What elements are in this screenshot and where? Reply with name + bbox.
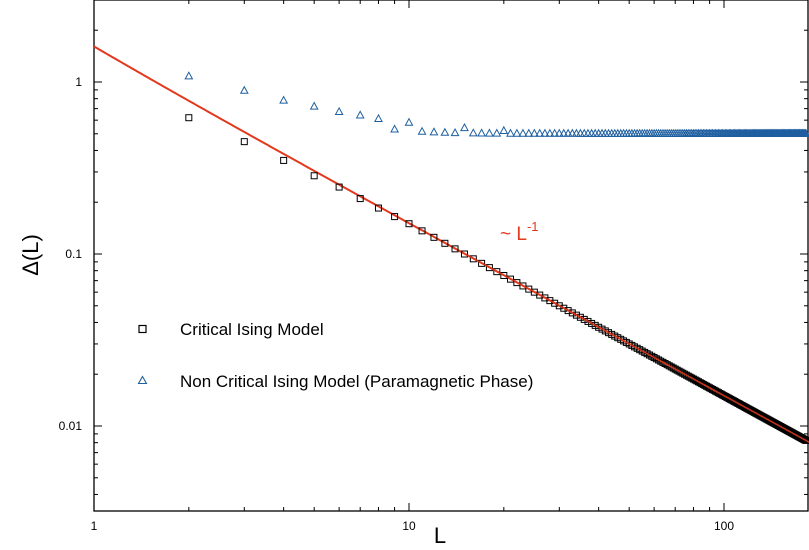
y-tick-label: 0.1 — [65, 247, 82, 261]
y-tick-label: 0.01 — [59, 419, 83, 433]
data-point-non-critical — [429, 127, 439, 136]
data-point-non-critical — [540, 128, 550, 137]
data-point-non-critical — [524, 128, 534, 137]
data-point-non-critical — [506, 128, 515, 137]
data-point-critical — [356, 195, 364, 203]
data-point-non-critical — [492, 128, 502, 137]
plot-frame — [93, 0, 809, 512]
legend-marker-critical-ising-model — [138, 324, 147, 334]
data-point-critical — [560, 304, 568, 312]
data-point-critical — [310, 172, 318, 180]
data-point-critical — [469, 255, 477, 263]
legend-label-non-critical-ising-model: Non Critical Ising Model (Paramagnetic P… — [180, 372, 533, 391]
data-point-non-critical — [468, 128, 478, 137]
series-non-critical-ising-model — [184, 71, 809, 137]
data-point-non-critical — [404, 117, 414, 126]
fit-line-overlay — [464, 252, 809, 444]
data-point-non-critical — [801, 128, 809, 137]
data-point-critical — [391, 213, 399, 221]
data-point-non-critical — [184, 71, 194, 80]
data-point-non-critical — [334, 106, 344, 116]
data-point-non-critical — [518, 128, 528, 137]
data-point-non-critical — [417, 126, 427, 135]
data-point-non-critical — [450, 127, 460, 137]
data-point-critical — [430, 233, 438, 241]
data-point-non-critical — [535, 128, 545, 137]
data-point-critical — [451, 245, 459, 253]
data-point-critical — [418, 227, 426, 235]
legend: Critical Ising Model Non Critical Ising … — [137, 320, 533, 391]
x-tick-label: 10 — [402, 519, 416, 533]
y-axis-title: Δ(L) — [18, 234, 43, 276]
data-point-critical — [652, 355, 660, 363]
data-point-non-critical — [390, 124, 400, 133]
data-point-critical — [572, 311, 580, 319]
data-point-critical — [405, 220, 413, 228]
data-point-non-critical — [477, 128, 487, 137]
data-point-non-critical — [484, 128, 494, 137]
data-point-critical — [240, 138, 248, 146]
data-point-critical — [650, 354, 658, 362]
fit-annotation-exponent: -1 — [527, 219, 539, 234]
data-point-non-critical — [460, 122, 469, 132]
data-point-critical — [564, 307, 572, 315]
x-axis-title: L — [434, 523, 446, 548]
data-point-non-critical — [563, 128, 573, 137]
x-tick-label: 100 — [714, 519, 734, 533]
data-point-non-critical — [309, 101, 319, 110]
data-point-critical — [555, 302, 563, 310]
data-point-non-critical — [554, 128, 564, 137]
data-point-non-critical — [440, 127, 450, 136]
x-tick-label: 1 — [91, 519, 98, 533]
data-point-critical — [478, 259, 486, 267]
data-point-non-critical — [529, 128, 539, 137]
fit-line-overlay-path — [464, 252, 809, 444]
data-point-critical — [485, 264, 493, 272]
data-point-non-critical — [374, 113, 383, 123]
data-point-non-critical — [239, 85, 249, 94]
data-point-critical — [500, 271, 508, 279]
data-point-non-critical — [559, 128, 569, 137]
data-point-critical — [580, 315, 588, 323]
data-point-critical — [335, 183, 343, 191]
data-point-critical — [493, 268, 501, 276]
legend-label-critical-ising-model: Critical Ising Model — [180, 320, 324, 339]
axis-tick-labels: 1 10 100 0.01 0.1 1 — [59, 75, 735, 533]
data-point-non-critical — [545, 128, 555, 137]
series-critical-ising-model — [185, 114, 809, 444]
data-point-critical — [584, 317, 592, 325]
fit-annotation: ~ L-1 — [500, 219, 539, 245]
y-tick-label: 1 — [75, 75, 82, 89]
data-point-non-critical — [512, 128, 522, 137]
data-point-critical — [441, 239, 449, 247]
data-point-non-critical — [355, 110, 365, 119]
data-point-critical — [460, 250, 468, 258]
fit-annotation-base: ~ L — [500, 224, 527, 245]
data-point-critical — [588, 319, 596, 327]
data-point-critical — [280, 156, 288, 164]
data-point-critical — [185, 114, 193, 122]
data-point-critical — [648, 352, 656, 360]
data-point-critical — [568, 309, 576, 317]
data-point-critical — [655, 356, 663, 364]
data-point-critical — [374, 204, 382, 212]
data-point-non-critical — [499, 125, 509, 134]
data-point-non-critical — [583, 128, 593, 137]
legend-marker-non-critical-ising-model — [137, 375, 148, 385]
data-point-non-critical — [279, 95, 289, 104]
data-point-critical — [576, 313, 584, 321]
axis-ticks — [93, 0, 808, 511]
data-point-non-critical — [550, 128, 560, 137]
